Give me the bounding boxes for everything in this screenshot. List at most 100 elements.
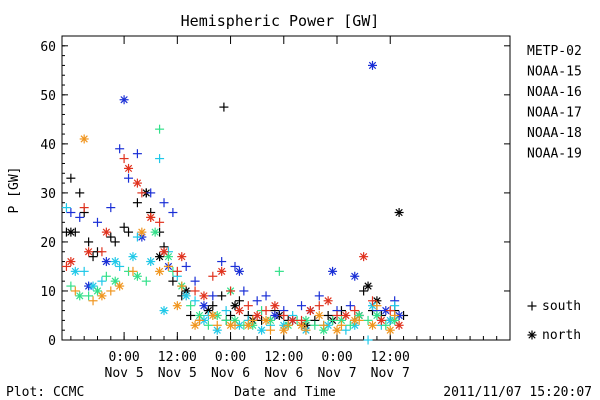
- south-point-noaa-19: [97, 247, 107, 257]
- marker-legend-symbol-north: [527, 330, 537, 340]
- south-point-noaa-18: [390, 310, 400, 320]
- south-point-metp-02: [219, 102, 229, 112]
- south-point-noaa-18: [106, 286, 116, 296]
- south-point-metp-02: [66, 173, 76, 183]
- north-point-noaa-17: [163, 252, 173, 262]
- south-point-noaa-15: [115, 144, 125, 154]
- south-point-metp-02: [186, 310, 196, 320]
- south-point-noaa-15: [124, 173, 134, 183]
- north-point-noaa-16: [70, 266, 80, 276]
- south-point-noaa-15: [168, 208, 178, 218]
- north-point-noaa-18: [190, 320, 200, 330]
- chart-title: Hemispheric Power [GW]: [181, 12, 380, 30]
- north-point-noaa-17: [132, 271, 142, 281]
- north-point-metp-02: [66, 227, 76, 237]
- south-point-noaa-16: [155, 154, 165, 164]
- south-point-metp-02: [110, 237, 120, 247]
- north-point-noaa-19: [359, 252, 369, 262]
- x-tick-time-label: 12:00: [371, 350, 410, 365]
- south-point-noaa-19: [350, 306, 360, 316]
- north-point-noaa-18: [115, 281, 125, 291]
- north-point-noaa-18: [208, 310, 218, 320]
- south-point-noaa-17: [363, 315, 373, 325]
- south-point-metp-02: [132, 198, 142, 208]
- x-tick-time-label: 12:00: [264, 350, 303, 365]
- south-point-noaa-18: [212, 320, 222, 330]
- south-point-noaa-15: [217, 257, 227, 267]
- north-point-noaa-15: [350, 271, 360, 281]
- y-tick-label: 60: [40, 40, 56, 55]
- north-point-noaa-16: [257, 325, 267, 335]
- south-point-noaa-17: [101, 271, 111, 281]
- south-point-noaa-15: [75, 212, 85, 222]
- south-point-metp-02: [217, 291, 227, 301]
- south-point-metp-02: [359, 286, 369, 296]
- north-point-noaa-19: [305, 306, 315, 316]
- south-point-noaa-16: [341, 325, 351, 335]
- north-point-noaa-16: [159, 306, 169, 316]
- legend-entry-noaa-16: NOAA-16: [527, 85, 582, 100]
- north-point-noaa-18: [155, 266, 165, 276]
- south-point-noaa-15: [190, 276, 200, 286]
- south-point-noaa-16: [190, 296, 200, 306]
- y-tick-label: 20: [40, 236, 56, 251]
- south-point-metp-02: [226, 310, 236, 320]
- south-point-metp-02: [234, 296, 244, 306]
- south-point-noaa-15: [230, 261, 240, 271]
- x-tick-date-label: Nov 6: [211, 366, 250, 381]
- north-point-noaa-18: [172, 301, 182, 311]
- north-point-noaa-18: [137, 227, 147, 237]
- south-point-noaa-15: [66, 208, 76, 218]
- south-point-noaa-19: [279, 310, 289, 320]
- south-point-noaa-19: [208, 271, 218, 281]
- south-point-noaa-17: [345, 320, 355, 330]
- north-point-noaa-16: [128, 252, 138, 262]
- north-point-noaa-15: [367, 60, 377, 70]
- south-point-metp-02: [106, 232, 116, 242]
- south-point-metp-02: [88, 252, 98, 262]
- south-point-noaa-19: [226, 286, 236, 296]
- north-point-noaa-16: [110, 257, 120, 267]
- north-point-metp-02: [155, 252, 165, 262]
- north-point-noaa-19: [177, 252, 187, 262]
- x-tick-time-label: 0:00: [108, 350, 139, 365]
- south-point-noaa-15: [132, 149, 142, 159]
- south-point-noaa-15: [159, 198, 169, 208]
- north-point-noaa-15: [119, 95, 129, 105]
- south-point-metp-02: [168, 276, 178, 286]
- south-point-noaa-19: [172, 266, 182, 276]
- north-point-noaa-19: [84, 247, 94, 257]
- south-point-metp-02: [75, 188, 85, 198]
- north-point-noaa-18: [385, 325, 395, 335]
- south-point-noaa-19: [79, 203, 89, 213]
- plot-frame: [61, 35, 511, 341]
- north-point-noaa-15: [234, 266, 244, 276]
- y-tick-label: 50: [40, 89, 56, 104]
- south-point-noaa-16: [221, 306, 231, 316]
- north-point-noaa-16: [146, 257, 156, 267]
- x-tick-time-label: 0:00: [215, 350, 246, 365]
- south-point-noaa-15: [261, 291, 271, 301]
- x-tick-date-label: Nov 5: [158, 366, 197, 381]
- south-point-noaa-15: [208, 291, 218, 301]
- south-point-noaa-16: [132, 232, 142, 242]
- north-point-noaa-18: [261, 315, 271, 325]
- south-point-noaa-19: [367, 296, 377, 306]
- south-point-noaa-18: [177, 281, 187, 291]
- south-point-metp-02: [124, 227, 134, 237]
- north-point-noaa-19: [199, 291, 209, 301]
- south-point-noaa-16: [390, 301, 400, 311]
- south-point-noaa-17: [221, 315, 231, 325]
- north-point-noaa-18: [350, 315, 360, 325]
- y-tick-label: 0: [48, 334, 56, 349]
- south-point-noaa-18: [372, 301, 382, 311]
- legend-entry-noaa-18: NOAA-18: [527, 126, 582, 141]
- south-point-noaa-19: [297, 315, 307, 325]
- south-point-noaa-17: [66, 281, 76, 291]
- south-point-noaa-18: [70, 286, 80, 296]
- south-point-noaa-15: [146, 188, 156, 198]
- south-point-noaa-19: [137, 188, 147, 198]
- y-tick-label: 10: [40, 285, 56, 300]
- north-point-noaa-18: [367, 320, 377, 330]
